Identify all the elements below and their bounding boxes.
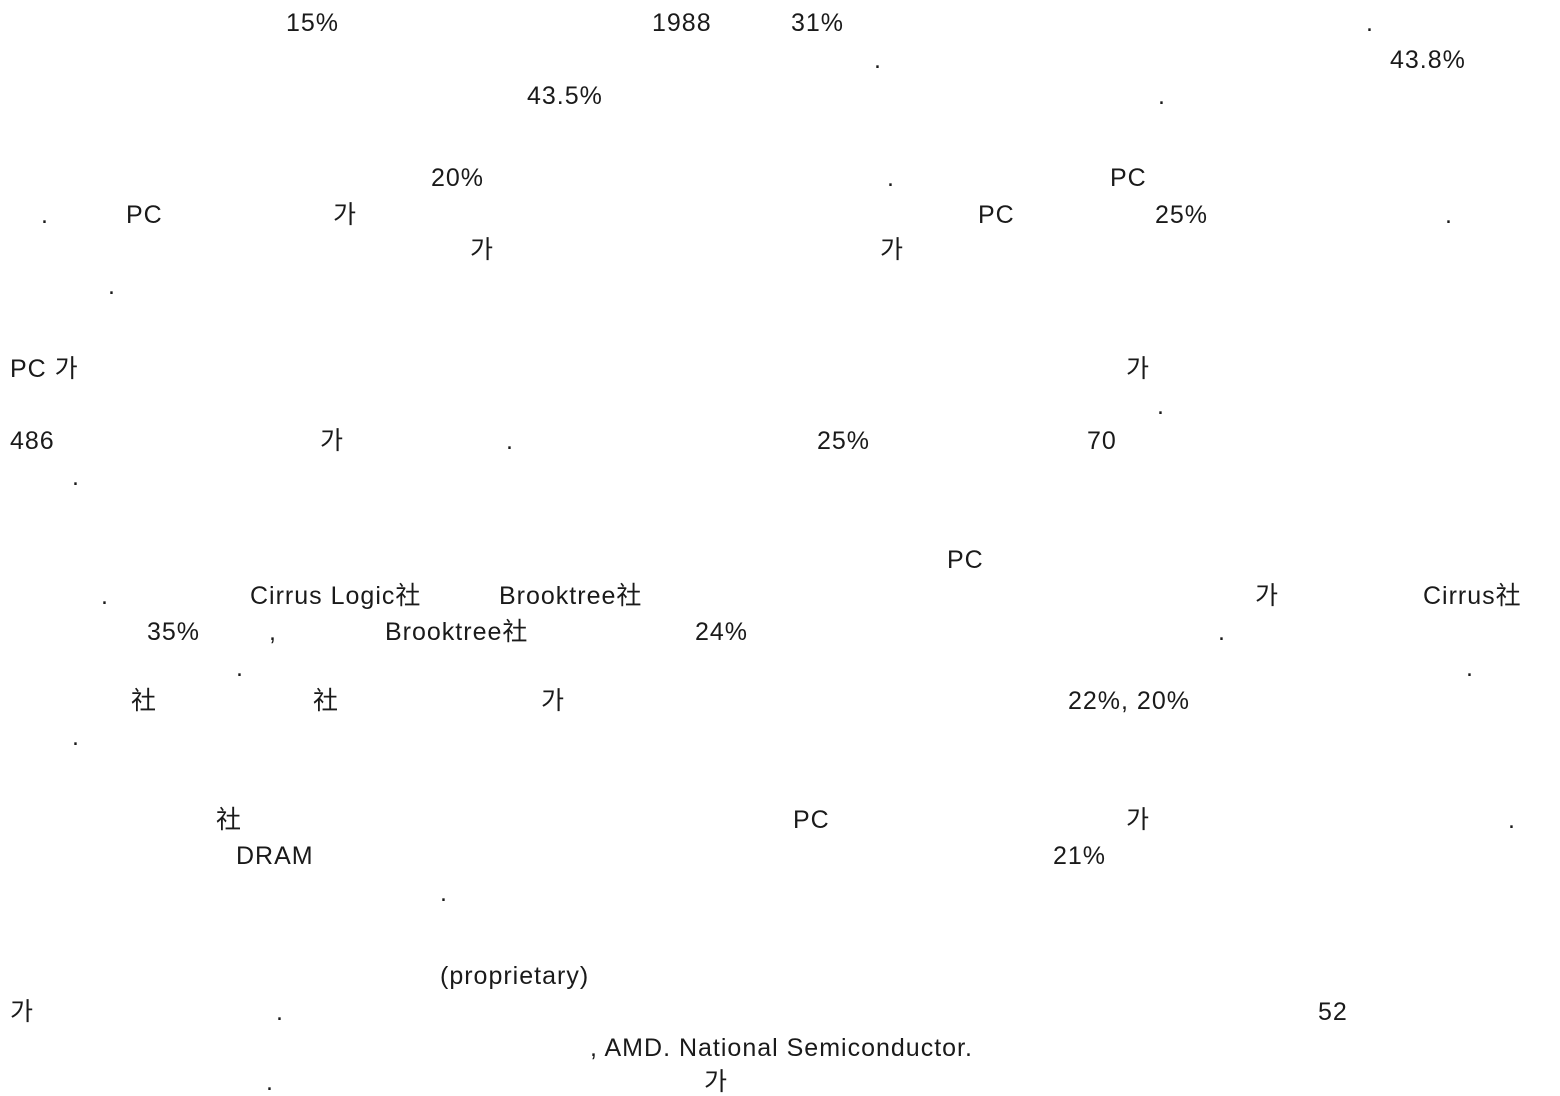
text-fragment: 35% (147, 618, 201, 646)
text-fragment: (proprietary) (440, 962, 590, 990)
text-fragment: . (1366, 9, 1374, 37)
text-fragment: 가 (333, 201, 358, 229)
text-fragment: . (1218, 618, 1226, 646)
text-fragment: 22%, 20% (1068, 687, 1190, 715)
text-fragment: . (72, 463, 80, 491)
text-fragment: . (440, 879, 448, 907)
text-fragment: DRAM (236, 842, 314, 870)
text-fragment: 486 (10, 427, 55, 455)
text-fragment: . (108, 272, 116, 300)
text-fragment: 가 (1126, 806, 1151, 834)
text-fragment: , AMD. National Semiconductor. (590, 1034, 973, 1062)
text-fragment: . (266, 1068, 274, 1096)
text-fragment: Brooktree社 (499, 582, 643, 610)
text-fragment: . (101, 582, 109, 610)
text-fragment: 25% (817, 427, 871, 455)
text-fragment: 31% (791, 9, 845, 37)
text-fragment: 21% (1053, 842, 1107, 870)
text-fragment: 43.8% (1390, 46, 1466, 74)
text-fragment: . (1445, 201, 1453, 229)
text-fragment: . (1157, 392, 1165, 420)
text-fragment: PC (793, 806, 830, 834)
text-fragment: 社 (313, 687, 340, 715)
text-fragment: PC (947, 546, 984, 574)
text-fragment: . (1508, 806, 1516, 834)
text-fragment: PC (1110, 164, 1147, 192)
text-fragment: . (1466, 654, 1474, 682)
text-fragment: PC (126, 201, 163, 229)
text-fragment: . (1158, 82, 1166, 110)
text-fragment: 43.5% (527, 82, 603, 110)
text-fragment: 가 (10, 998, 35, 1026)
text-fragment: 52 (1318, 998, 1348, 1026)
text-fragment: PC 가 (10, 355, 79, 383)
text-fragment: 1988 (652, 9, 712, 37)
text-fragment: . (72, 723, 80, 751)
text-fragment: 70 (1087, 427, 1117, 455)
text-fragment: 25% (1155, 201, 1209, 229)
text-fragment: 가 (470, 236, 495, 264)
text-fragment: Cirrus社 (1423, 582, 1522, 610)
text-fragment: , (269, 618, 277, 646)
text-fragment: 24% (695, 618, 749, 646)
text-fragment: . (874, 46, 882, 74)
text-fragment: . (276, 998, 284, 1026)
text-fragment: 15% (286, 9, 340, 37)
text-fragment: 가 (880, 236, 905, 264)
text-fragment: . (236, 654, 244, 682)
text-fragment: 社 (131, 687, 158, 715)
text-fragment: 가 (320, 427, 345, 455)
text-fragment: 20% (431, 164, 485, 192)
text-fragment: . (887, 164, 895, 192)
text-fragment: 가 (1255, 582, 1280, 610)
text-fragment: 社 (216, 806, 243, 834)
text-fragment: Brooktree社 (385, 618, 529, 646)
text-fragment: 가 (541, 687, 566, 715)
text-fragment: . (506, 427, 514, 455)
text-fragment: PC (978, 201, 1015, 229)
text-fragment: 가 (704, 1068, 729, 1096)
text-fragment: 가 (1126, 355, 1151, 383)
text-fragment: Cirrus Logic社 (250, 582, 422, 610)
text-fragment: . (41, 201, 49, 229)
